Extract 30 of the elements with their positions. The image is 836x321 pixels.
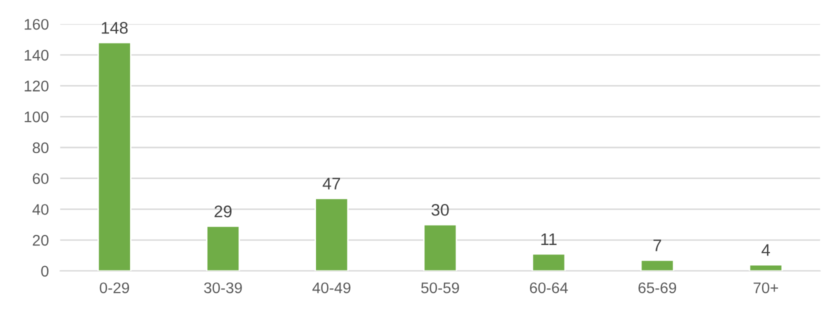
data-label: 7 <box>653 240 662 252</box>
bar <box>314 198 349 271</box>
y-tick-label: 140 <box>24 50 48 61</box>
x-tick-label: 30-39 <box>204 282 242 294</box>
y-tick-label: 40 <box>32 204 48 215</box>
data-label: 30 <box>432 204 449 216</box>
data-label: 148 <box>102 22 128 34</box>
bar <box>423 224 458 271</box>
bar <box>748 264 783 271</box>
x-tick-label: 40-49 <box>312 282 350 294</box>
bar <box>206 225 240 271</box>
data-label: 29 <box>214 206 232 218</box>
bar <box>97 42 132 271</box>
y-tick-label: 100 <box>24 112 48 122</box>
y-tick-label: 160 <box>24 18 48 30</box>
x-tick-label: 0-29 <box>100 282 130 294</box>
bar <box>640 259 674 271</box>
data-label: 11 <box>541 233 557 245</box>
y-tick-label: 120 <box>24 80 48 92</box>
x-tick-label: 65-69 <box>638 282 676 294</box>
data-label: 4 <box>762 244 770 256</box>
x-tick-label: 70+ <box>754 282 778 294</box>
x-tick-label: 60-64 <box>530 282 568 294</box>
y-tick-label: 20 <box>32 234 48 246</box>
x-tick-label: 50-59 <box>421 282 459 294</box>
y-tick-label: 80 <box>32 142 48 154</box>
bar <box>532 253 566 271</box>
data-label: 47 <box>322 178 340 190</box>
y-tick-label: 0 <box>41 266 48 277</box>
y-tick-label: 60 <box>32 173 48 184</box>
